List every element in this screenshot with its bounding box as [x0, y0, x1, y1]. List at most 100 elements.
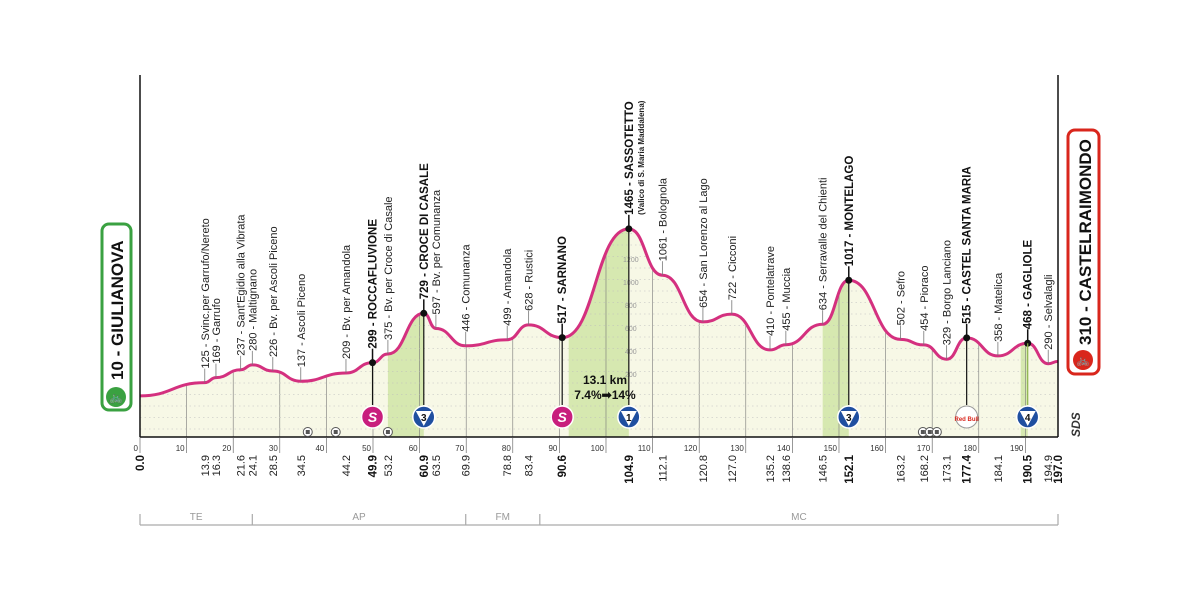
distance-label: 104.9 — [624, 455, 636, 484]
distance-label: 163.2 — [895, 455, 907, 483]
gpm-triangle — [415, 411, 432, 426]
x-tick-label: 100 — [591, 444, 605, 453]
distance-label: 173.1 — [942, 455, 954, 483]
x-tick-label: 180 — [963, 444, 977, 453]
redbull-label: Red Bull — [954, 417, 979, 423]
place-label: 137 - Ascoli Piceno — [296, 274, 308, 368]
finish-label: 310 - CASTELRAIMONDO — [1076, 139, 1095, 345]
distance-label: 13.9 — [200, 455, 212, 476]
distance-label: 190.5 — [1023, 454, 1035, 483]
distance-label: 60.9 — [419, 455, 431, 477]
x-tick-label: 20 — [222, 444, 231, 453]
x-tick-label: 40 — [315, 444, 324, 453]
climb-gradient: 7.4%➡14% — [574, 388, 636, 402]
place-sublabel: (Valico di S. Maria Maddalena) — [637, 100, 646, 215]
distance-label: 24.1 — [247, 455, 259, 476]
place-label: 1061 - Bolognola — [657, 177, 669, 261]
distance-label: 69.9 — [461, 455, 473, 476]
distance-label: 135.2 — [765, 455, 777, 483]
distance-label: 152.1 — [844, 454, 856, 483]
x-tick-label: 140 — [777, 444, 791, 453]
place-label: 597 - Bv. per Comunanza — [431, 189, 443, 314]
place-label: 358 - Matelica — [993, 272, 1005, 342]
y-tick-label: 800 — [625, 303, 637, 310]
distance-label: 21.6 — [236, 455, 248, 476]
x-tick-label: 90 — [548, 444, 557, 453]
tunnel-icon-glyph — [934, 430, 939, 434]
place-label: 654 - San Lorenzo al Lago — [698, 178, 710, 308]
y-tick-label: 400 — [625, 349, 637, 356]
distance-label: 28.5 — [268, 455, 280, 476]
place-label: 169 - Garrufo — [211, 298, 223, 363]
y-tick-label: 1200 — [623, 257, 639, 264]
distance-label: 194.9 — [1043, 455, 1055, 483]
x-tick-label: 30 — [269, 444, 278, 453]
place-label: 502 - Sefro — [895, 271, 907, 325]
sprint-label: S — [558, 409, 568, 425]
x-tick-label: 170 — [917, 444, 931, 453]
region-label: FM — [496, 512, 510, 523]
y-tick-label: 200 — [625, 372, 637, 379]
distance-label: 138.6 — [781, 455, 793, 483]
region-label: MC — [791, 512, 807, 523]
distance-label: 146.5 — [818, 455, 830, 483]
x-tick-label: 110 — [638, 444, 651, 453]
x-tick-label: 190 — [1010, 444, 1024, 453]
distance-label: 16.3 — [211, 455, 223, 476]
x-tick-label: 10 — [176, 444, 185, 453]
distance-label: 197.0 — [1053, 455, 1065, 484]
place-label: 729 - CROCE DI CASALE — [419, 163, 431, 299]
place-label: 209 - Bv. per Amandola — [341, 244, 353, 359]
sprint-label: S — [368, 409, 378, 425]
gpm-category: 4 — [1025, 413, 1031, 424]
finish-bike-glyph: 🚲 — [1076, 355, 1090, 367]
distance-label: 63.5 — [431, 455, 443, 476]
place-label: 455 - Muccia — [781, 267, 793, 331]
distance-label: 44.2 — [341, 455, 353, 476]
x-tick-label: 0 — [134, 444, 139, 453]
distance-label: 78.8 — [502, 455, 514, 476]
place-label: 329 - Borgo Lanciano — [942, 240, 954, 345]
distance-label: 127.0 — [727, 455, 739, 483]
sprint-icon — [550, 405, 574, 429]
region-label: AP — [352, 512, 366, 523]
place-label: 454 - Pioraco — [919, 265, 931, 330]
start-badge — [100, 222, 133, 412]
tunnel-icon-glyph — [333, 430, 338, 434]
distance-label: 112.1 — [657, 455, 669, 482]
gpm-triangle — [840, 411, 857, 426]
x-tick-label: 60 — [409, 444, 418, 453]
y-tick-label: 1000 — [623, 280, 639, 287]
place-label: 237 - Sant'Egidio alla Vibrata — [236, 214, 248, 356]
finish-bike-icon — [1073, 350, 1093, 370]
place-label: 468 - GAGLIOLE — [1023, 239, 1035, 329]
distance-label: 34.5 — [296, 455, 308, 476]
place-label: 375 - Bv. per Croce di Casale — [383, 196, 395, 339]
climb-length: 13.1 km — [583, 373, 627, 387]
y-tick-label: 600 — [625, 326, 637, 333]
distance-label: 49.9 — [368, 455, 380, 477]
distance-label: 0.0 — [135, 455, 147, 471]
place-label: 517 - SARNANO — [557, 236, 569, 324]
gpm-triangle — [620, 411, 637, 426]
place-label: 515 - CASTEL SANTA MARIA — [962, 166, 974, 324]
distance-label: 83.4 — [524, 455, 536, 476]
place-label: 280 - Maltignano — [247, 269, 259, 351]
place-label: 499 - Amandola — [502, 248, 514, 326]
gpm-triangle — [1019, 411, 1036, 426]
sprint-icon — [360, 405, 385, 429]
credit-logo: SDS — [1069, 412, 1083, 437]
distance-label: 90.6 — [557, 455, 569, 477]
region-label: TE — [190, 512, 203, 523]
x-tick-label: 120 — [684, 444, 698, 453]
x-tick-label: 50 — [362, 444, 371, 453]
place-label: 125 - Svinc.per Garrufo/Nereto — [200, 218, 212, 368]
distance-label: 168.2 — [919, 455, 931, 483]
distance-label: 120.8 — [698, 455, 710, 483]
x-tick-label: 70 — [455, 444, 464, 453]
distance-label: 184.1 — [993, 455, 1005, 483]
place-label: 1465 - SASSOTETTO — [624, 101, 636, 215]
tunnel-icon-glyph — [920, 430, 925, 434]
profile-line — [139, 227, 1059, 398]
